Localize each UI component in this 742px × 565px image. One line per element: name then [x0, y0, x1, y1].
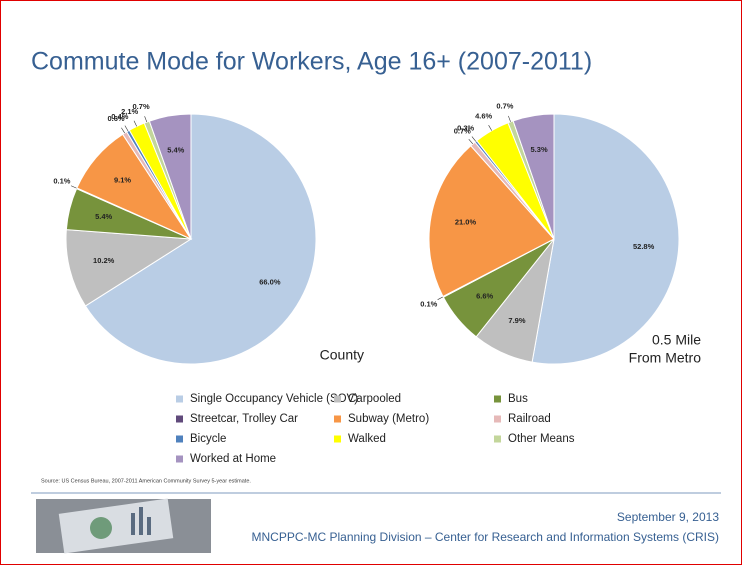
slide: Commute Mode for Workers, Age 16+ (2007-…	[0, 0, 742, 565]
legend-swatch	[176, 456, 183, 463]
legend-swatch	[334, 416, 341, 423]
pie-label: 0.5 Mile	[652, 332, 701, 348]
data-label: 0.1%	[53, 177, 70, 186]
legend-label: Carpooled	[348, 393, 401, 405]
footer-date: September 9, 2013	[617, 510, 719, 524]
data-label: 0.7%	[133, 102, 150, 111]
data-label: 9.1%	[114, 176, 131, 185]
footer-org: MNCPPC-MC Planning Division – Center for…	[252, 530, 720, 544]
leader-line	[71, 186, 77, 189]
legend-label: Bicycle	[190, 433, 226, 445]
data-label: 0.7%	[496, 102, 513, 111]
source-note: Source: US Census Bureau, 2007-2011 Amer…	[41, 478, 251, 484]
data-label: 5.4%	[95, 212, 112, 221]
legend-swatch	[494, 436, 501, 443]
legend-label: Railroad	[508, 413, 551, 425]
leader-line	[121, 128, 124, 133]
chart: Commute Mode for Workers, Age 16+ (2007-…	[1, 1, 741, 564]
legend-label: Other Means	[508, 433, 575, 445]
leader-line	[145, 116, 147, 122]
data-label: 5.3%	[531, 145, 548, 154]
leader-line	[469, 139, 473, 144]
legend-swatch	[494, 416, 501, 423]
legend-label: Single Occupancy Vehicle (SOV)	[190, 393, 358, 405]
data-label: 4.6%	[475, 112, 492, 121]
legend-label: Bus	[508, 393, 528, 405]
legend-swatch	[176, 416, 183, 423]
legend-label: Worked at Home	[190, 453, 276, 465]
data-label: 0.3%	[457, 124, 474, 133]
data-label: 0.1%	[420, 299, 437, 308]
thumbnail-image	[36, 499, 211, 554]
leader-line	[472, 137, 476, 142]
leader-line	[125, 126, 128, 131]
legend-swatch	[334, 436, 341, 443]
legend-swatch	[176, 396, 183, 403]
legend-swatch	[494, 396, 501, 403]
data-label: 5.4%	[167, 145, 184, 154]
legend-label: Subway (Metro)	[348, 413, 429, 425]
data-label: 6.6%	[476, 291, 493, 300]
leader-line	[508, 116, 510, 122]
data-label: 52.8%	[633, 242, 655, 251]
legend-swatch	[334, 396, 341, 403]
slide-title: Commute Mode for Workers, Age 16+ (2007-…	[31, 48, 592, 76]
pie-label: County	[320, 347, 364, 363]
leader-line	[438, 297, 444, 300]
legend-label: Walked	[348, 433, 386, 445]
leader-line	[134, 121, 137, 127]
data-label: 66.0%	[259, 277, 281, 286]
leader-line	[489, 125, 492, 130]
data-label: 10.2%	[93, 256, 115, 265]
legend-swatch	[176, 436, 183, 443]
data-label: 7.9%	[508, 316, 525, 325]
legend-label: Streetcar, Trolley Car	[190, 413, 298, 425]
data-label: 21.0%	[455, 218, 477, 227]
pie-label: From Metro	[629, 350, 702, 366]
